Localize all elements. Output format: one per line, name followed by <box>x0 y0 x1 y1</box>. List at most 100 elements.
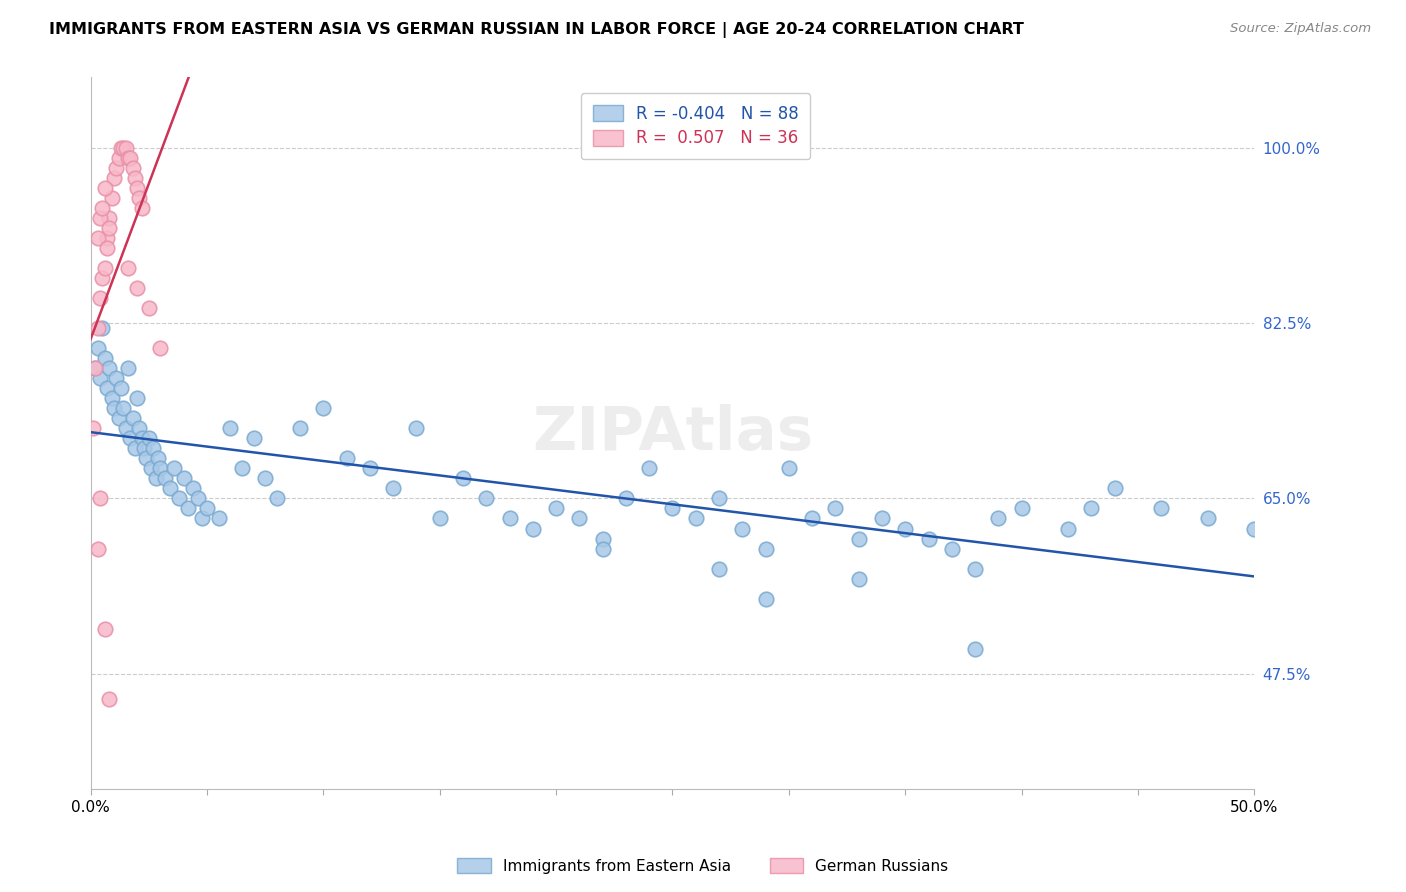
Point <box>103 401 125 416</box>
Point <box>135 451 157 466</box>
Point <box>336 451 359 466</box>
Point <box>405 421 427 435</box>
Point <box>145 471 167 485</box>
Point <box>848 572 870 586</box>
Point <box>498 511 520 525</box>
Point <box>100 191 122 205</box>
Text: IMMIGRANTS FROM EASTERN ASIA VS GERMAN RUSSIAN IN LABOR FORCE | AGE 20-24 CORREL: IMMIGRANTS FROM EASTERN ASIA VS GERMAN R… <box>49 22 1024 38</box>
Point <box>638 461 661 475</box>
Point <box>100 391 122 405</box>
Point <box>941 541 963 556</box>
Point <box>266 491 288 506</box>
Point <box>685 511 707 525</box>
Point <box>451 471 474 485</box>
Point <box>138 431 160 445</box>
Point <box>848 532 870 546</box>
Point <box>105 161 128 175</box>
Legend: Immigrants from Eastern Asia, German Russians: Immigrants from Eastern Asia, German Rus… <box>451 852 955 880</box>
Point <box>1243 522 1265 536</box>
Point <box>124 170 146 185</box>
Point <box>84 361 107 376</box>
Point <box>89 291 111 305</box>
Point <box>86 321 108 335</box>
Point <box>117 361 139 376</box>
Point <box>127 281 149 295</box>
Point <box>159 482 181 496</box>
Point <box>149 461 172 475</box>
Point <box>546 501 568 516</box>
Point <box>86 541 108 556</box>
Point <box>91 321 114 335</box>
Point <box>98 692 121 706</box>
Point <box>288 421 311 435</box>
Point <box>121 161 143 175</box>
Point <box>163 461 186 475</box>
Point <box>207 511 229 525</box>
Point <box>242 431 264 445</box>
Point <box>522 522 544 536</box>
Point <box>114 140 136 154</box>
Point <box>86 231 108 245</box>
Point <box>1150 501 1173 516</box>
Point <box>89 371 111 385</box>
Point <box>98 220 121 235</box>
Point <box>110 381 132 395</box>
Point <box>1011 501 1033 516</box>
Point <box>177 501 200 516</box>
Point <box>112 140 135 154</box>
Point <box>778 461 800 475</box>
Point <box>127 391 149 405</box>
Point <box>98 211 121 225</box>
Point <box>149 341 172 355</box>
Point <box>120 431 142 445</box>
Point <box>138 301 160 315</box>
Point <box>755 591 778 606</box>
Point <box>110 140 132 154</box>
Point <box>96 381 118 395</box>
Point <box>121 411 143 425</box>
Point <box>917 532 939 546</box>
Point <box>128 191 150 205</box>
Point <box>96 231 118 245</box>
Point <box>128 421 150 435</box>
Point <box>120 151 142 165</box>
Point <box>82 421 104 435</box>
Point <box>1104 482 1126 496</box>
Point <box>1197 511 1219 525</box>
Point <box>131 431 153 445</box>
Point <box>359 461 381 475</box>
Text: ZIPAtlas: ZIPAtlas <box>531 404 813 463</box>
Point <box>112 401 135 416</box>
Point <box>93 622 115 636</box>
Point <box>707 561 730 575</box>
Point <box>824 501 846 516</box>
Point <box>231 461 253 475</box>
Point <box>105 371 128 385</box>
Point <box>801 511 824 525</box>
Point <box>614 491 637 506</box>
Point <box>146 451 169 466</box>
Point <box>93 260 115 275</box>
Point <box>139 461 162 475</box>
Point <box>107 151 129 165</box>
Point <box>987 511 1010 525</box>
Point <box>96 241 118 255</box>
Point <box>592 532 614 546</box>
Point <box>131 201 153 215</box>
Point <box>254 471 277 485</box>
Point <box>870 511 893 525</box>
Point <box>117 151 139 165</box>
Point <box>731 522 754 536</box>
Point <box>107 411 129 425</box>
Point <box>181 482 204 496</box>
Point <box>89 491 111 506</box>
Point <box>124 442 146 456</box>
Point <box>1080 501 1102 516</box>
Point <box>114 421 136 435</box>
Point <box>312 401 335 416</box>
Point <box>134 442 156 456</box>
Legend: R = -0.404   N = 88, R =  0.507   N = 36: R = -0.404 N = 88, R = 0.507 N = 36 <box>581 93 810 159</box>
Point <box>153 471 176 485</box>
Point <box>219 421 242 435</box>
Point <box>661 501 683 516</box>
